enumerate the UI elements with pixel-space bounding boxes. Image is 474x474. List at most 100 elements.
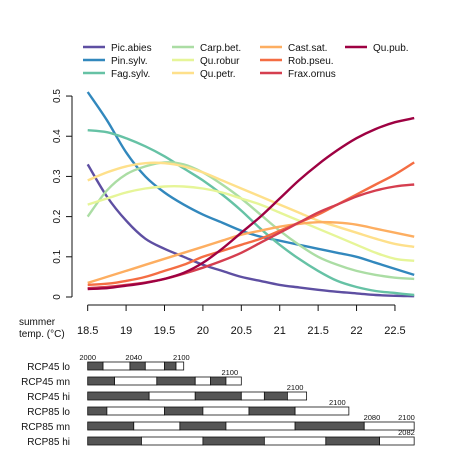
series-line-pic-abies: [86, 163, 415, 298]
timeline-row-label: RCP85 lo: [27, 407, 70, 418]
legend-item-frax-ornus: Frax.ornus: [260, 69, 336, 80]
timeline-segment: [102, 361, 131, 371]
timeline-segment: [133, 421, 181, 431]
timeline-segment: [164, 406, 204, 416]
timeline-segment: [194, 376, 211, 386]
timeline-year-label: 2100: [398, 413, 415, 422]
timeline-row-rcp45-mn: RCP45 mn 2100: [21, 368, 242, 388]
timeline-segment: [144, 361, 165, 371]
series-line-qu-petr: [87, 161, 415, 248]
timeline-year-label: 2082: [398, 428, 415, 437]
timeline-segment: [363, 421, 415, 431]
legend-item-cast-sat: Cast.sat.: [260, 43, 327, 54]
timeline-segment: [248, 406, 296, 416]
x-tick-label: 19: [120, 325, 132, 337]
timeline-row-rcp45-hi: RCP45 hi 2100: [27, 383, 308, 403]
legend-item-qu-pub: Qu.pub.: [345, 43, 409, 54]
timeline-segment: [164, 361, 177, 371]
x-tick-label: 21: [274, 325, 286, 337]
timeline-segment: [225, 421, 296, 431]
timeline-year-label: 2000: [79, 353, 96, 362]
series-line-rob-pseu: [87, 161, 415, 287]
legend-label: Fag.sylv.: [111, 69, 150, 80]
legend-label: Frax.ornus: [288, 69, 336, 80]
legend: Pic.abies Pin.sylv. Fag.sylv. Carp.bet. Qu.r…: [83, 43, 409, 80]
timeline-segment: [379, 436, 415, 446]
legend-item-pin-sylv: Pin.sylv.: [83, 56, 148, 67]
legend-item-carp-bet: Carp.bet.: [172, 43, 241, 54]
axes-layer: 0 0.1 0.2 0.3 0.4 0.5 18.5 19 19.5 20 20.5 21 21.5 22…: [52, 89, 406, 337]
legend-label: Rob.pseu.: [288, 56, 334, 67]
legend-label: Pic.abies: [111, 43, 152, 54]
timeline-row-rcp45-lo: RCP45 lo 2000 2040 2100: [27, 353, 190, 373]
legend-item-qu-robur: Qu.robur: [172, 56, 240, 67]
timeline-row-rcp85-lo: RCP85 lo 2100: [27, 398, 350, 418]
timeline-segment: [156, 376, 196, 386]
x-tick-label: 21.5: [307, 325, 328, 337]
timeline-segment: [263, 391, 288, 401]
timeline-segment: [287, 391, 308, 401]
x-tick-label: 20.5: [231, 325, 252, 337]
timeline-row-label: RCP85 hi: [27, 437, 70, 448]
timeline-segment: [87, 376, 115, 386]
x-axis-label-line2: temp. (°C): [19, 329, 65, 340]
series-line-fag-sylv: [87, 129, 415, 297]
timeline-segment: [179, 421, 227, 431]
timeline-segment: [225, 376, 242, 386]
timeline-year-label: 2100: [329, 398, 346, 407]
y-tick-label: 0.4: [52, 129, 63, 143]
timeline-year-label: 2100: [287, 383, 304, 392]
y-tick-label: 0.1: [52, 249, 63, 263]
timeline-segment: [141, 436, 204, 446]
x-axis-label-line1: summer: [19, 317, 56, 328]
timeline-row-label: RCP45 mn: [21, 377, 70, 388]
legend-item-fag-sylv: Fag.sylv.: [83, 69, 150, 80]
timeline-segment: [294, 421, 365, 431]
y-tick-label: 0.5: [52, 89, 63, 103]
timeline-segment: [129, 361, 146, 371]
legend-item-qu-petr: Qu.petr.: [172, 69, 236, 80]
timeline-row-rcp85-mn: RCP85 mn 2080 2100: [21, 413, 415, 433]
y-tick-label: 0: [52, 294, 63, 300]
y-tick-label: 0.3: [52, 169, 63, 183]
series-line-qu-robur: [87, 185, 415, 262]
timeline-year-label: 2040: [125, 353, 142, 362]
series-line-qu-pub: [87, 116, 415, 291]
series-line-carp-bet: [86, 161, 415, 281]
timeline-segment: [175, 361, 185, 371]
timeline-segment: [202, 436, 265, 446]
x-tick-label: 20: [197, 325, 209, 337]
timeline-year-label: 2100: [221, 368, 238, 377]
timeline-segment: [263, 436, 327, 446]
timeline-segment: [87, 421, 135, 431]
x-tick-label: 22.5: [384, 325, 405, 337]
timeline-row-rcp85-hi: RCP85 hi 2082: [27, 428, 415, 448]
timeline-segment: [325, 436, 380, 446]
timeline-segment: [87, 406, 108, 416]
y-tick-label: 0.2: [52, 209, 63, 223]
series-layer: [86, 91, 415, 298]
timeline-segment: [148, 391, 196, 401]
legend-label: Qu.pub.: [373, 43, 409, 54]
series-line-pin-sylv: [86, 91, 415, 277]
timeline-row-label: RCP85 mn: [21, 422, 70, 433]
legend-item-pic-abies: Pic.abies: [83, 43, 152, 54]
plot-area: 0 0.1 0.2 0.3 0.4 0.5 18.5 19 19.5 20 20.5 21 21.5 22…: [52, 89, 415, 337]
timeline-year-label: 2100: [173, 353, 190, 362]
timeline-segment: [194, 391, 242, 401]
timeline-segment: [87, 361, 104, 371]
timeline-segment: [294, 406, 350, 416]
timeline-segment: [240, 391, 265, 401]
timeline-row-label: RCP45 hi: [27, 392, 70, 403]
legend-label: Pin.sylv.: [111, 56, 148, 67]
timeline-year-label: 2080: [364, 413, 381, 422]
timeline-segment: [87, 391, 150, 401]
timeline-segment: [210, 376, 227, 386]
x-tick-label: 19.5: [154, 325, 175, 337]
timeline-segment: [114, 376, 158, 386]
timeline-row-label: RCP45 lo: [27, 362, 70, 373]
legend-item-rob-pseu: Rob.pseu.: [260, 56, 334, 67]
timeline-segment: [202, 406, 250, 416]
